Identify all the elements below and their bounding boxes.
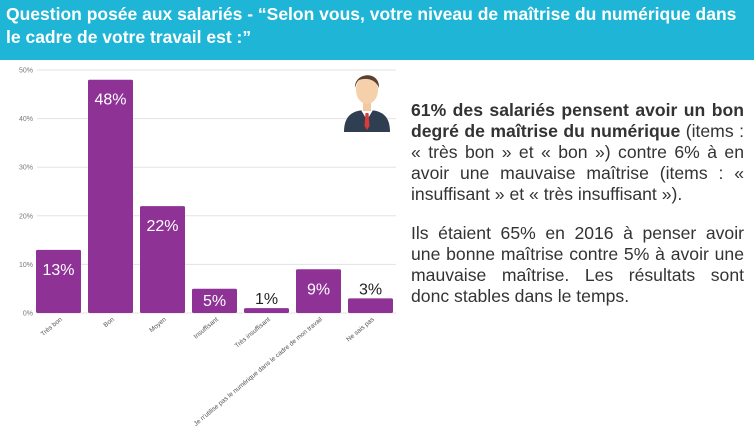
category-label: Ne sais pas: [345, 316, 376, 344]
summary-highlight: 61% des salariés pensent avoir un bon de…: [411, 100, 744, 141]
y-tick-label: 20%: [19, 213, 33, 220]
category-label: Moyen: [148, 316, 168, 334]
category-label: Très insuffisant: [234, 316, 272, 350]
summary-paragraph-2: Ils étaient 65% en 2016 à penser avoir u…: [411, 223, 744, 306]
y-tick-label: 30%: [19, 165, 33, 172]
summary-paragraph-1: 61% des salariés pensent avoir un bon de…: [411, 100, 744, 205]
bar: [296, 269, 341, 313]
summary-text: 61% des salariés pensent avoir un bon de…: [411, 100, 744, 307]
bar: [36, 249, 81, 313]
category-label: Insuffisant: [193, 316, 220, 340]
value-label: 3%: [359, 281, 382, 298]
value-label: 13%: [42, 262, 74, 279]
bar-chart: 0% 10% 20% 30% 40% 50% 13% Très bon 48% Bon 22% Moy…: [19, 68, 396, 428]
bar: [192, 288, 237, 313]
y-tick-label: 40%: [19, 116, 33, 123]
bar: [140, 206, 185, 313]
value-label: 48%: [94, 92, 126, 109]
page-title: Question posée aux salariés - “Selon vou…: [6, 4, 737, 47]
y-tick-label: 10%: [19, 262, 33, 269]
header-banner: Question posée aux salariés - “Selon vou…: [0, 0, 754, 60]
bar: [348, 298, 393, 313]
category-label: Bon: [102, 316, 116, 329]
value-label: 22%: [146, 218, 178, 235]
businessman-icon: [344, 75, 390, 132]
y-tick-label: 50%: [19, 68, 33, 75]
bar: [244, 308, 289, 313]
value-label: 5%: [203, 293, 226, 310]
summary-detail: (items : « très bon » et « bon ») contre…: [411, 121, 745, 204]
value-label: 1%: [255, 291, 278, 308]
value-label: 9%: [307, 281, 330, 298]
category-label: Très bon: [40, 316, 64, 338]
bar: [88, 79, 133, 313]
y-tick-label: 0%: [23, 311, 33, 318]
